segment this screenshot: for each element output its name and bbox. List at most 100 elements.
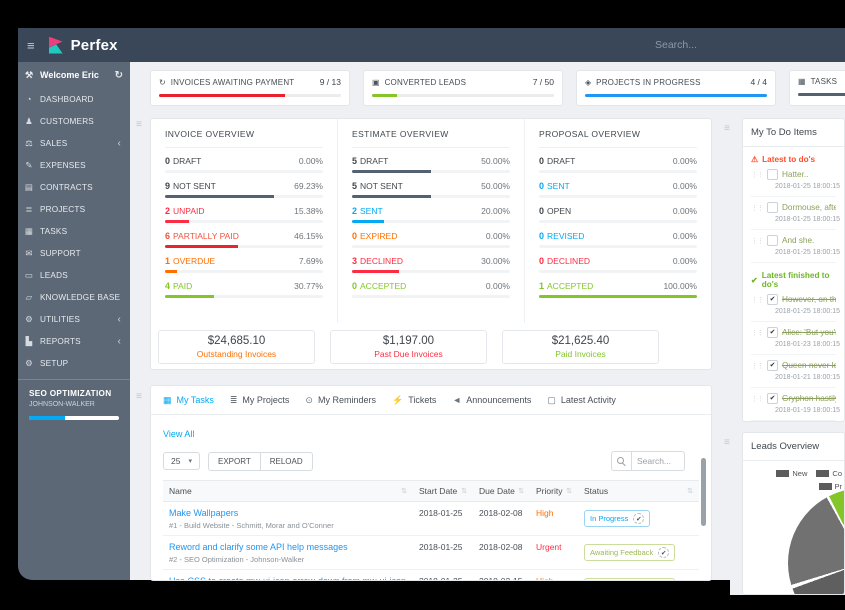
status-link[interactable]: 0 EXPIRED: [352, 231, 398, 241]
todo-checkbox[interactable]: [767, 169, 778, 180]
status-link[interactable]: 0 DECLINED: [539, 256, 590, 266]
status-link[interactable]: 1 OVERDUE: [165, 256, 216, 266]
todo-checkbox-checked[interactable]: [767, 327, 778, 338]
task-link[interactable]: Use CSS to create mw-ui-icon-arrow-down …: [169, 576, 407, 581]
status-link[interactable]: 9 NOT SENT: [165, 181, 216, 191]
column-header-start-date[interactable]: Start Date: [413, 481, 473, 501]
drag-handle-icon[interactable]: ⋮⋮: [751, 296, 764, 304]
table-search-input[interactable]: [631, 451, 685, 471]
sidebar-welcome[interactable]: Welcome Eric: [18, 62, 130, 88]
sort-icon: [461, 487, 467, 495]
todo-checkbox-checked[interactable]: [767, 393, 778, 404]
stat-card-invoices-awaiting-payment[interactable]: INVOICES AWAITING PAYMENT 9 / 13: [150, 70, 350, 106]
todo-item-finished: ⋮⋮ Alice: 'But you're so easily 2018-01-…: [751, 322, 840, 355]
status-link[interactable]: 2 SENT: [352, 206, 383, 216]
status-badge[interactable]: Awaiting Feedback ✔: [584, 544, 676, 561]
tasks-icon: [18, 226, 40, 237]
task-link[interactable]: Reword and clarify some API help message…: [169, 542, 348, 552]
status-badge[interactable]: In Progress ✔: [584, 510, 651, 527]
status-link[interactable]: 0 DRAFT: [165, 156, 202, 166]
status-link[interactable]: 4 PAID: [165, 281, 193, 291]
todo-date: 2018-01-25 18:00:15: [775, 249, 840, 256]
tab-announcements[interactable]: Announcements: [452, 395, 531, 405]
sidebar-item-support[interactable]: SUPPORT: [18, 242, 130, 264]
sidebar-item-expenses[interactable]: EXPENSES: [18, 154, 130, 176]
sidebar-item-tasks[interactable]: TASKS: [18, 220, 130, 242]
navbar-search-input[interactable]: [653, 38, 767, 52]
widget-drag-handle[interactable]: ≡: [724, 437, 730, 448]
progress-fill: [352, 195, 431, 198]
tasks-grid-icon: [163, 395, 172, 406]
priority-cell: Urgent: [536, 542, 562, 552]
caret-down-icon: [188, 457, 192, 465]
sidebar-item-utilities[interactable]: UTILITIES ‹: [18, 308, 130, 330]
status-link[interactable]: 3 DECLINED: [352, 256, 403, 266]
todo-checkbox-checked[interactable]: [767, 294, 778, 305]
menu-toggle-icon[interactable]: [27, 38, 35, 53]
widget-drag-handle[interactable]: ≡: [136, 119, 142, 130]
drag-handle-icon[interactable]: ⋮⋮: [751, 395, 764, 403]
scrollbar-thumb[interactable]: [701, 458, 706, 526]
status-link[interactable]: 0 DRAFT: [539, 156, 576, 166]
sidebar-item-contracts[interactable]: CONTRACTS: [18, 176, 130, 198]
status-link[interactable]: 2 UNPAID: [165, 206, 205, 216]
sidebar-project-summary[interactable]: SEO OPTIMIZATION JOHNSON-WALKER: [18, 380, 130, 420]
refresh-icon[interactable]: [115, 70, 123, 81]
stat-card-tasks[interactable]: TASKS: [789, 70, 845, 106]
widget-drag-handle[interactable]: ≡: [136, 391, 142, 402]
sidebar-item-reports[interactable]: REPORTS ‹: [18, 330, 130, 352]
page-size-select[interactable]: 25: [163, 452, 200, 470]
status-link[interactable]: 0 ACCEPTED: [352, 281, 407, 291]
tab-my-projects[interactable]: My Projects: [230, 395, 289, 406]
sidebar-item-sales[interactable]: SALES ‹: [18, 132, 130, 154]
mark-complete-icon[interactable]: ✔: [658, 547, 670, 558]
column-header-status[interactable]: Status: [578, 481, 699, 501]
status-link[interactable]: 5 NOT SENT: [352, 181, 403, 191]
tab-my-reminders[interactable]: My Reminders: [305, 395, 376, 406]
status-link[interactable]: 1 ACCEPTED: [539, 281, 594, 291]
reload-button[interactable]: RELOAD: [260, 451, 313, 471]
invoice-icon: [159, 78, 166, 87]
drag-handle-icon[interactable]: ⋮⋮: [751, 329, 764, 337]
projects-icon: [18, 204, 40, 215]
status-link[interactable]: 0 OPEN: [539, 206, 572, 216]
tab-my-tasks[interactable]: My Tasks: [163, 395, 214, 406]
drag-handle-icon[interactable]: ⋮⋮: [751, 171, 764, 179]
sidebar-item-dashboard[interactable]: DASHBOARD: [18, 88, 130, 110]
drag-handle-icon[interactable]: ⋮⋮: [751, 237, 764, 245]
stat-card-projects-in-progress[interactable]: PROJECTS IN PROGRESS 4 / 4: [576, 70, 776, 106]
status-link[interactable]: 6 PARTIALLY PAID: [165, 231, 239, 241]
tab-latest-activity[interactable]: Latest Activity: [547, 395, 616, 406]
tab-tickets[interactable]: Tickets: [392, 395, 436, 406]
sidebar-item-setup[interactable]: SETUP: [18, 352, 130, 374]
stat-progress-bar: [159, 94, 341, 97]
status-badge[interactable]: Awaiting Feedback ✔: [584, 578, 676, 580]
todo-card: My To Do Items Latest to do's ⋮⋮ Hatter.…: [742, 118, 845, 422]
sidebar-item-projects[interactable]: PROJECTS: [18, 198, 130, 220]
table-header-row: Name Start Date Due Date Priority Status: [163, 480, 699, 502]
todo-checkbox-checked[interactable]: [767, 360, 778, 371]
sort-icon: [566, 487, 572, 495]
mark-complete-icon[interactable]: ✔: [633, 513, 645, 524]
column-header-name[interactable]: Name: [163, 481, 413, 501]
column-header-priority[interactable]: Priority: [530, 481, 578, 501]
drag-handle-icon[interactable]: ⋮⋮: [751, 362, 764, 370]
widget-drag-handle[interactable]: ≡: [724, 123, 730, 134]
todo-checkbox[interactable]: [767, 202, 778, 213]
sidebar-item-knowledge-base[interactable]: KNOWLEDGE BASE: [18, 286, 130, 308]
todo-item: ⋮⋮ And she. 2018-01-25 18:00:15: [751, 230, 840, 263]
todo-checkbox[interactable]: [767, 235, 778, 246]
export-button[interactable]: EXPORT: [207, 451, 261, 471]
todo-date: 2018-01-25 18:00:15: [775, 183, 840, 190]
status-link[interactable]: 0 SENT: [539, 181, 570, 191]
stat-card-converted-leads[interactable]: CONVERTED LEADS 7 / 50: [363, 70, 563, 106]
column-header-due-date[interactable]: Due Date: [473, 481, 530, 501]
view-all-link[interactable]: View All: [163, 429, 195, 439]
legend-item: Co: [816, 469, 842, 478]
status-link[interactable]: 0 REVISED: [539, 231, 585, 241]
sidebar-item-leads[interactable]: LEADS: [18, 264, 130, 286]
drag-handle-icon[interactable]: ⋮⋮: [751, 204, 764, 212]
sidebar-item-customers[interactable]: CUSTOMERS: [18, 110, 130, 132]
task-link[interactable]: Make Wallpapers: [169, 508, 239, 518]
status-link[interactable]: 5 DRAFT: [352, 156, 389, 166]
